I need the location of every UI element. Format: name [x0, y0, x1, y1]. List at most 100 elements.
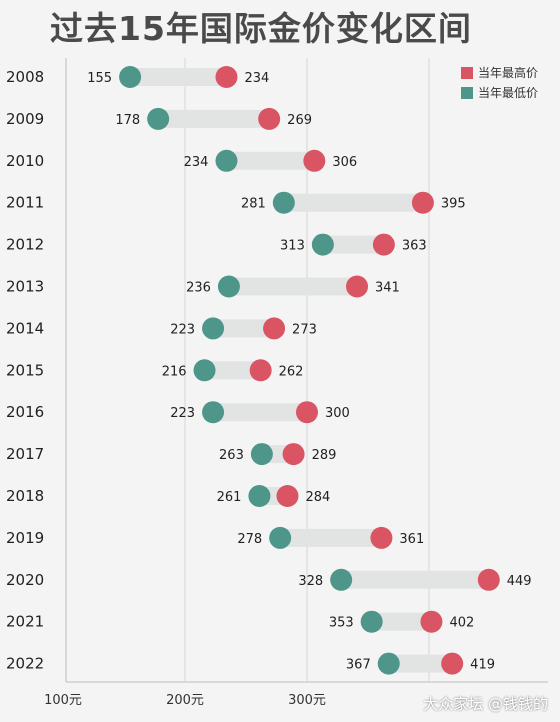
low-value-label: 278: [237, 532, 262, 547]
legend-item-low: 当年最低价: [460, 84, 538, 101]
high-value-label: 234: [244, 71, 269, 86]
range-bar: [280, 528, 382, 547]
low-dot: [272, 191, 295, 214]
low-value-label: 263: [219, 448, 244, 463]
high-value-label: 273: [292, 322, 317, 337]
range-bar: [158, 109, 270, 128]
low-dot: [202, 401, 225, 424]
chart-title: 过去15年国际金价变化区间: [50, 9, 472, 48]
low-dot: [193, 359, 216, 382]
high-value-label: 402: [449, 616, 474, 631]
range-bar: [213, 319, 275, 338]
year-label: 2009: [6, 110, 44, 128]
range-bar: [228, 277, 358, 296]
low-dot: [147, 107, 170, 130]
legend: 当年最高价 当年最低价: [460, 64, 538, 104]
labels: 100元 200元 300元 2008 155 234 2009 178 269 2010 234 3…: [6, 68, 532, 708]
range-bar: [130, 68, 227, 86]
range-bars: [130, 68, 489, 673]
high-dot: [411, 191, 434, 214]
low-dot: [202, 317, 225, 340]
high-dot: [282, 443, 305, 466]
low-value-label: 353: [329, 616, 354, 631]
low-dot: [360, 610, 383, 633]
low-value-label: 223: [170, 406, 195, 421]
high-dot: [420, 610, 443, 633]
range-bar: [388, 654, 453, 673]
watermark: 大众家坛 @钱钱的: [423, 695, 548, 713]
year-label: 2014: [6, 319, 44, 337]
high-value-label: 306: [332, 155, 357, 170]
year-label: 2018: [6, 487, 44, 505]
range-bar: [213, 403, 307, 422]
year-label: 2015: [6, 361, 44, 379]
high-value-label: 262: [279, 364, 304, 379]
high-value-label: 289: [312, 448, 337, 463]
legend-swatch-low: [460, 86, 473, 99]
low-dot: [248, 485, 271, 507]
high-dot: [303, 149, 326, 172]
legend-label-high: 当年最高价: [477, 66, 538, 80]
high-value-label: 449: [507, 574, 532, 589]
high-value-label: 341: [375, 281, 400, 296]
high-value-label: 284: [305, 490, 330, 505]
high-dot: [370, 526, 393, 549]
high-value-label: 363: [402, 239, 427, 254]
range-bar: [371, 612, 432, 631]
year-label: 2013: [6, 278, 44, 296]
range-bar: [341, 570, 489, 589]
low-value-label: 234: [184, 155, 209, 170]
year-label: 2017: [6, 445, 44, 463]
year-label: 2021: [6, 613, 44, 631]
year-label: 2019: [6, 529, 44, 547]
x-tick-label: 100元: [44, 693, 82, 708]
low-dot: [217, 275, 240, 298]
low-dot: [311, 233, 334, 256]
low-dot: [119, 66, 142, 88]
low-value-label: 155: [87, 71, 112, 86]
legend-label-low: 当年最低价: [477, 86, 538, 100]
year-label: 2012: [6, 236, 44, 254]
low-dot: [377, 652, 400, 675]
low-value-label: 367: [346, 658, 371, 673]
high-value-label: 419: [470, 658, 495, 673]
high-dot: [372, 233, 395, 256]
high-value-label: 361: [399, 532, 424, 547]
low-value-label: 223: [170, 322, 195, 337]
year-label: 2008: [6, 68, 44, 86]
range-bar: [322, 235, 384, 254]
legend-swatch-high: [460, 66, 473, 79]
low-value-label: 261: [217, 490, 242, 505]
high-dot: [249, 359, 272, 382]
low-value-label: 236: [186, 281, 211, 296]
x-tick-label: 200元: [166, 693, 204, 708]
high-value-label: 300: [325, 406, 350, 421]
low-value-label: 313: [280, 239, 305, 254]
low-dot: [269, 526, 292, 549]
high-dot: [477, 568, 500, 591]
low-value-label: 178: [115, 113, 140, 128]
x-tick-label: 300元: [288, 693, 326, 708]
high-dot: [215, 66, 238, 88]
high-dot: [276, 485, 299, 507]
low-value-label: 216: [162, 364, 187, 379]
year-label: 2011: [6, 194, 44, 212]
low-dot: [330, 568, 353, 591]
range-bar: [226, 151, 315, 170]
high-value-label: 395: [441, 197, 466, 212]
high-dot: [296, 401, 318, 424]
range-bar: [283, 193, 423, 212]
high-dot: [258, 107, 281, 130]
high-dot: [263, 317, 286, 340]
year-label: 2010: [6, 152, 44, 170]
dots: [119, 66, 500, 675]
year-label: 2016: [6, 403, 44, 421]
low-value-label: 328: [298, 574, 323, 589]
low-value-label: 281: [241, 197, 266, 212]
year-label: 2022: [6, 655, 44, 673]
high-dot: [441, 652, 464, 675]
legend-item-high: 当年最高价: [460, 64, 538, 81]
year-label: 2020: [6, 571, 44, 589]
range-bar: [204, 361, 261, 380]
